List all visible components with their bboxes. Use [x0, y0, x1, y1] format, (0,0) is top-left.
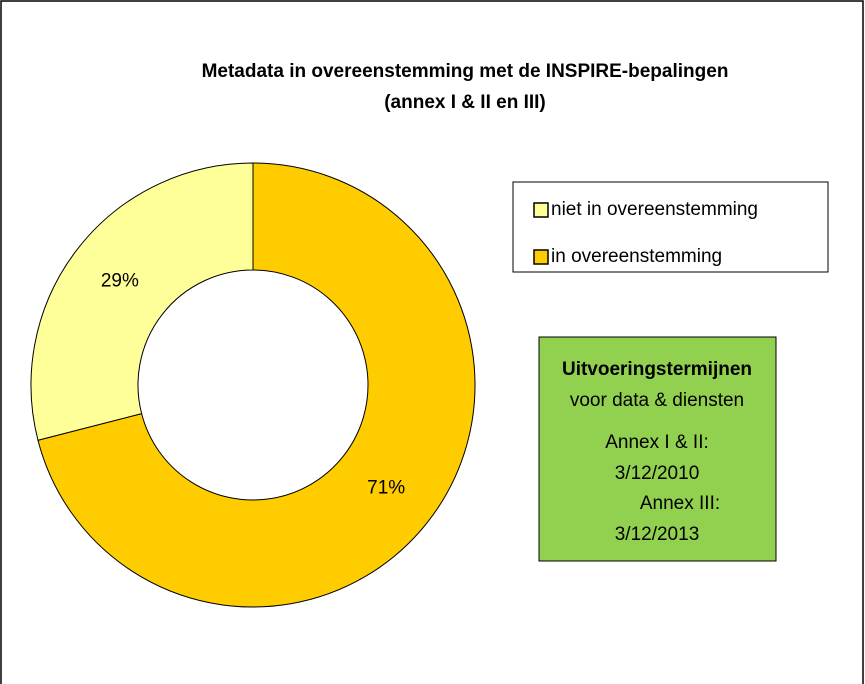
- pie-slice: [30, 162, 254, 441]
- pie-slice: [37, 162, 476, 608]
- annotation-box: [538, 336, 777, 562]
- annotation-line: Annex III:: [640, 493, 720, 514]
- legend-box: [512, 181, 829, 273]
- legend-swatch: [533, 202, 549, 218]
- data-label: 71%: [367, 477, 405, 498]
- annotation-line: voor data & diensten: [570, 390, 744, 411]
- legend-label: in overeenstemming: [551, 246, 722, 267]
- annotation-title: Uitvoeringstermijnen: [562, 359, 752, 380]
- data-label: 29%: [101, 271, 139, 292]
- annotation-line: 3/12/2010: [615, 463, 700, 484]
- chart-subtitle: (annex I & II en III): [384, 92, 546, 113]
- annotation-line: 3/12/2013: [615, 524, 700, 545]
- legend-label: niet in overeenstemming: [551, 199, 758, 220]
- legend-swatch: [533, 249, 549, 265]
- annotation-line: Annex I & II:: [605, 432, 709, 453]
- chart-title: Metadata in overeenstemming met de INSPI…: [202, 61, 729, 82]
